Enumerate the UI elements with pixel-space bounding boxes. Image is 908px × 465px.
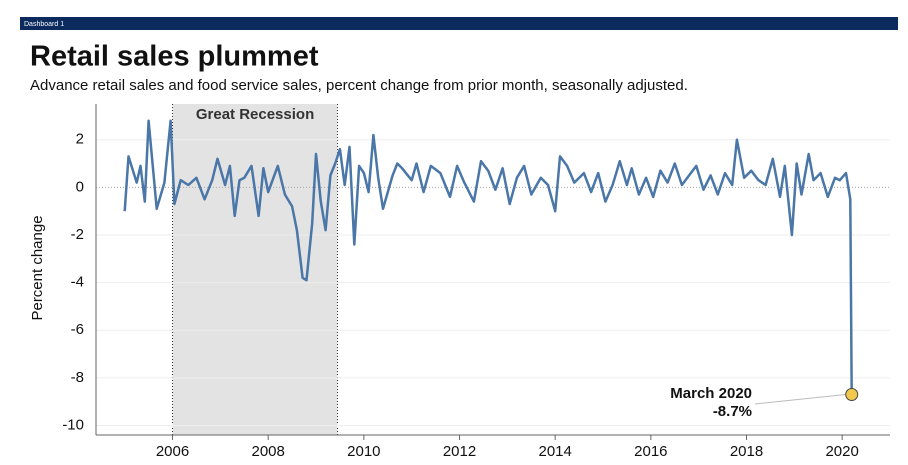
y-tick-label: -4 — [71, 274, 84, 291]
x-tick-label: 2010 — [347, 443, 380, 460]
header-label: Dashboard 1 — [24, 21, 64, 28]
x-tick-label: 2012 — [443, 443, 476, 460]
x-tick-label: 2006 — [156, 443, 189, 460]
x-tick-label: 2018 — [730, 443, 763, 460]
chart-title: Retail sales plummet — [30, 41, 319, 73]
chart-subtitle: Advance retail sales and food service sa… — [30, 77, 688, 94]
y-tick-label: -8 — [71, 369, 84, 386]
y-tick-label: 2 — [76, 131, 84, 148]
header-bar — [20, 17, 898, 30]
annotation-label: March 2020 — [670, 385, 752, 402]
recession-label: Great Recession — [196, 106, 314, 123]
highlight-point — [845, 388, 859, 402]
data-line — [123, 119, 853, 395]
y-tick-label: -2 — [71, 226, 84, 243]
y-tick-label: 0 — [76, 178, 84, 195]
y-axis-label: Percent change — [29, 215, 46, 320]
y-tick-label: -10 — [62, 416, 84, 433]
y-tick-label: -6 — [71, 321, 84, 338]
recession-band — [172, 104, 338, 435]
x-tick-label: 2014 — [538, 443, 571, 460]
x-tick-label: 2016 — [634, 443, 667, 460]
annotation-value: -8.7% — [713, 403, 752, 420]
x-tick-label: 2020 — [825, 443, 858, 460]
x-tick-label: 2008 — [252, 443, 285, 460]
annotation-connector — [754, 394, 846, 405]
